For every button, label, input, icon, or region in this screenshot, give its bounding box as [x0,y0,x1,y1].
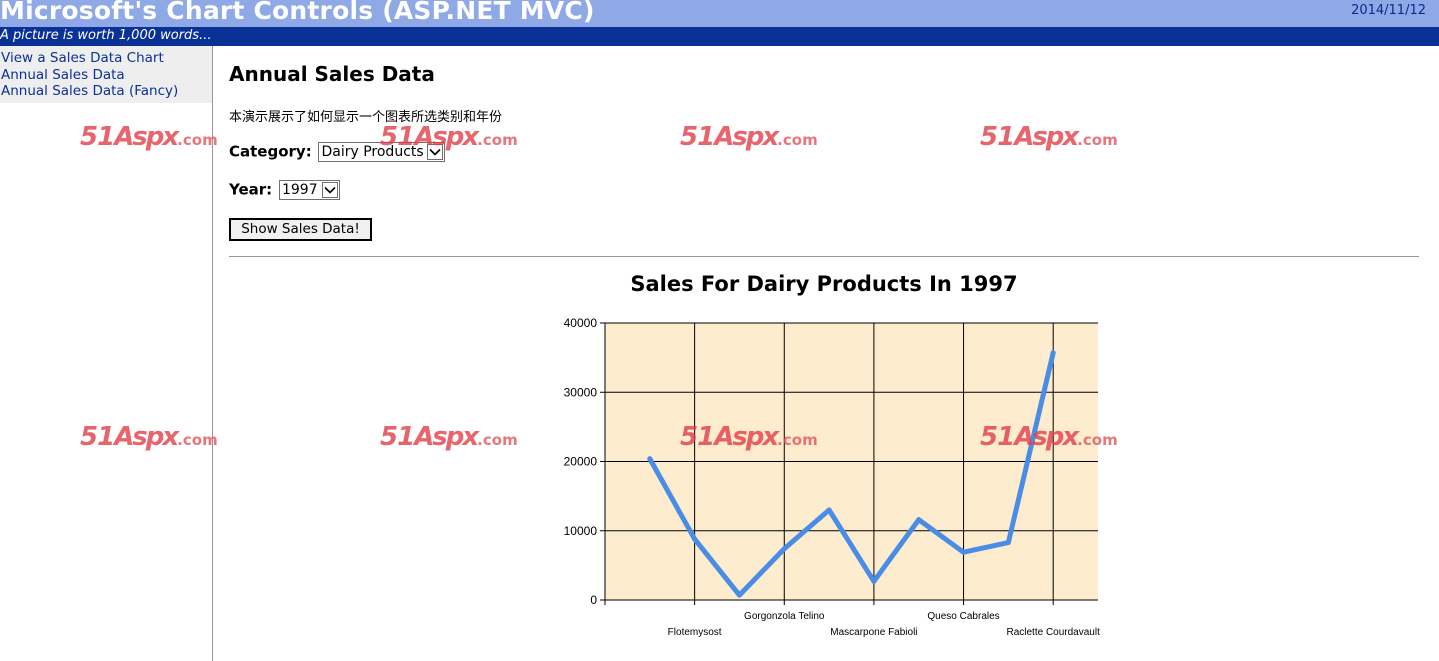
category-select[interactable]: Dairy Products [318,142,446,162]
chart-title: Sales For Dairy Products In 1997 [630,272,1018,296]
tagline-bar: A picture is worth 1,000 words... [0,27,1439,46]
page-description: 本演示展示了如何显示一个图表所选类别和年份 [229,110,503,125]
data-point [961,549,967,555]
x-tick-label: Flotemysost [668,627,722,638]
data-point [826,507,832,513]
site-header: Microsoft's Chart Controls (ASP.NET MVC)… [0,0,1439,27]
divider [229,256,1419,257]
year-select[interactable]: 1997 [278,180,340,200]
y-tick-label: 40000 [564,316,598,330]
sidebar: View a Sales Data Chart Annual Sales Dat… [0,46,213,661]
data-point [736,592,742,598]
y-tick-label: 10000 [564,524,598,538]
sidebar-item-annual-sales[interactable]: Annual Sales Data [1,66,125,83]
sidebar-item-annual-sales-fancy[interactable]: Annual Sales Data (Fancy) [1,83,179,99]
sidebar-nav: View a Sales Data Chart Annual Sales Dat… [0,46,212,103]
page-title: Annual Sales Data [229,62,435,86]
data-point [1005,540,1011,546]
series-line [647,350,1056,598]
show-sales-data-button[interactable]: Show Sales Data! [229,218,372,241]
chevron-down-icon [427,144,444,160]
y-tick-label: 0 [590,593,597,607]
x-tick-label: Raclette Courdavault [1006,627,1100,638]
sidebar-item-view-sales-chart[interactable]: View a Sales Data Chart [1,50,164,66]
year-row: Year: 1997 [229,180,340,200]
data-point [916,517,922,523]
data-point [871,578,877,584]
year-select-value: 1997 [281,182,318,198]
site-tagline: A picture is worth 1,000 words... [0,28,212,43]
data-point [647,456,653,462]
data-point [781,546,787,552]
data-point [1050,350,1056,356]
y-tick-label: 20000 [564,455,598,469]
header-date: 2014/11/12 [1351,3,1426,18]
data-point [692,536,698,542]
y-tick-label: 30000 [564,385,598,399]
x-tick-label: Queso Cabrales [927,611,999,622]
category-label: Category: [229,142,312,161]
x-tick-label: Gorgonzola Telino [744,611,825,622]
x-tick-label: Mascarpone Fabioli [830,627,917,638]
category-select-value: Dairy Products [321,144,424,160]
chevron-down-icon [321,182,338,198]
site-title: Microsoft's Chart Controls (ASP.NET MVC) [0,0,595,25]
year-label: Year: [229,180,273,199]
category-row: Category: Dairy Products [229,142,446,162]
